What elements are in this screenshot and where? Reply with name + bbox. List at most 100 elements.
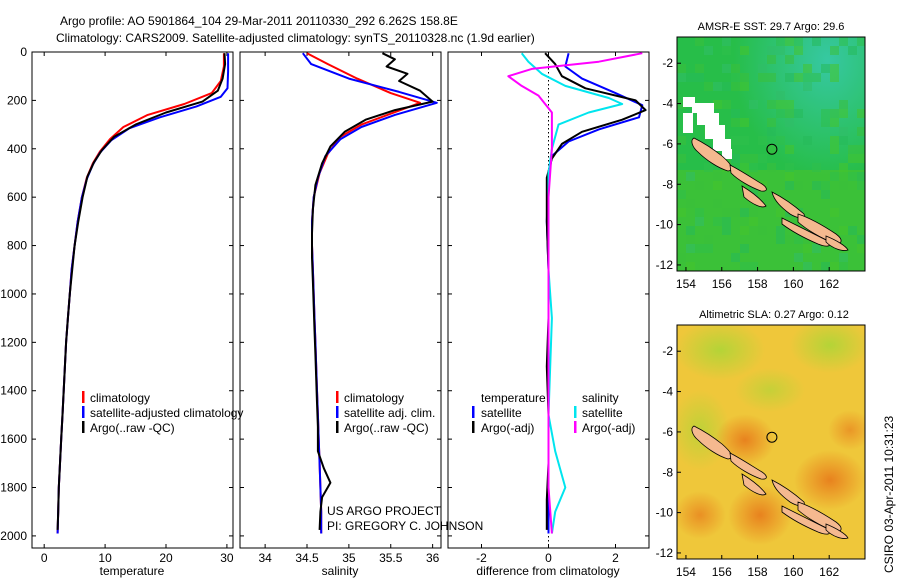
project-note-line-1: US ARGO PROJECT: [327, 504, 442, 518]
sst-cell: [686, 235, 695, 244]
sst-cell: [848, 172, 857, 181]
panel-salinity: 34 34.5 35 35.5 36 salinity climatology sate…: [239, 51, 483, 578]
map-sst-islands: [691, 137, 849, 251]
legend-swatch-argo: [82, 421, 85, 433]
legend-satellite-adjusted: satellite-adjusted climatology: [90, 406, 243, 420]
sst-cell: [740, 82, 749, 91]
sst-cell: [695, 208, 704, 217]
sst-cell: [839, 100, 848, 109]
sla-low-anomaly: [790, 325, 865, 373]
sst-cell: [794, 235, 803, 244]
y-tick-label: -12: [656, 546, 674, 560]
series-line: [545, 52, 644, 534]
sst-cell: [776, 100, 785, 109]
sst-cell: [713, 82, 722, 91]
header-line-2: Climatology: CARS2009. Satellite-adjuste…: [56, 31, 535, 45]
map-sla-title: Altimetric SLA: 0.27 Argo: 0.12: [699, 309, 849, 321]
y-tick-label: -10: [656, 506, 674, 520]
sst-cell: [803, 136, 812, 145]
sst-cell: [821, 190, 830, 199]
x-tick-label: 35.5: [379, 551, 403, 565]
sst-cell: [767, 127, 776, 136]
sst-cell: [812, 73, 821, 82]
sst-cell: [740, 262, 749, 271]
sst-cell: [677, 253, 686, 262]
sst-cell: [830, 46, 839, 55]
sst-cell: [776, 208, 785, 217]
sst-cell: [785, 118, 794, 127]
x-tick-label: 36: [426, 551, 440, 565]
sst-cell: [749, 217, 758, 226]
sst-cell: [695, 181, 704, 190]
map-sst-title: AMSR-E SST: 29.7 Argo: 29.6: [698, 21, 845, 33]
island-guadalcanal: [781, 505, 831, 535]
sst-cell: [830, 118, 839, 127]
sst-cell: [839, 253, 848, 262]
sst-cell: [677, 64, 686, 73]
sst-cell: [857, 235, 865, 244]
sla-high-anomaly: [677, 491, 726, 539]
sst-cell: [740, 73, 749, 82]
sst-cell: [830, 172, 839, 181]
sst-cell: [839, 226, 848, 235]
sst-cell: [767, 55, 776, 64]
sst-cell: [740, 118, 749, 127]
sst-cell: [857, 181, 865, 190]
y-tick-label: -12: [656, 258, 674, 272]
sst-cell: [839, 181, 848, 190]
series-line: [302, 52, 438, 534]
argo-position-marker: [766, 431, 778, 443]
sst-cell: [794, 37, 803, 46]
sst-missing-cell: [722, 149, 732, 159]
sst-cell: [758, 136, 767, 145]
sst-cell: [767, 73, 776, 82]
sst-cell: [821, 262, 830, 271]
island-new-georgia: [741, 185, 767, 208]
project-note-line-2: PI: GREGORY C. JOHNSON: [327, 519, 483, 533]
legend-swatch-sal-satellite: [336, 406, 339, 418]
sst-cell: [686, 73, 695, 82]
y-tick-label: 1400: [0, 384, 27, 398]
y-tick-label: 0: [20, 45, 27, 59]
sst-cell: [776, 235, 785, 244]
legend-swatch-climatology: [82, 391, 85, 403]
sst-cell: [794, 73, 803, 82]
salinity-xlabel: salinity: [322, 564, 359, 578]
sst-cell: [830, 64, 839, 73]
sst-cell: [758, 73, 767, 82]
sst-cell: [857, 154, 865, 163]
salinity-legend: climatology satellite adj. clim. Argo(..…: [336, 391, 435, 435]
sst-cell: [812, 163, 821, 172]
sst-cell: [749, 154, 758, 163]
map-sla-islands: [691, 425, 849, 539]
sst-cell: [821, 181, 830, 190]
legend-sal-climatology: climatology: [344, 391, 404, 405]
sst-cell: [758, 226, 767, 235]
sst-cell: [830, 208, 839, 217]
x-tick-label: 34: [258, 551, 272, 565]
legend-sal-argo: Argo(..raw -QC): [344, 421, 429, 435]
sst-cell: [722, 226, 731, 235]
sst-cell: [722, 82, 731, 91]
sla-low-anomaly: [735, 368, 805, 412]
sst-cell: [722, 100, 731, 109]
x-tick-label: 154: [676, 277, 696, 291]
sst-cell: [722, 37, 731, 46]
sst-cell: [731, 208, 740, 217]
sst-cell: [722, 217, 731, 226]
sst-cell: [722, 208, 731, 217]
island-choiseul: [729, 164, 767, 192]
island-malaita: [797, 213, 842, 244]
legend-sal-satellite-diff: satellite: [582, 406, 623, 420]
sst-cell: [740, 208, 749, 217]
sst-cell: [812, 244, 821, 253]
sst-cell: [839, 136, 848, 145]
sst-cell: [677, 100, 686, 109]
sst-cell: [749, 208, 758, 217]
sst-missing-cell: [683, 113, 693, 133]
x-tick-label: 160: [783, 565, 803, 579]
series-line: [311, 52, 434, 530]
sst-cell: [839, 163, 848, 172]
sst-missing-cell: [713, 139, 731, 151]
sst-cell: [857, 109, 865, 118]
